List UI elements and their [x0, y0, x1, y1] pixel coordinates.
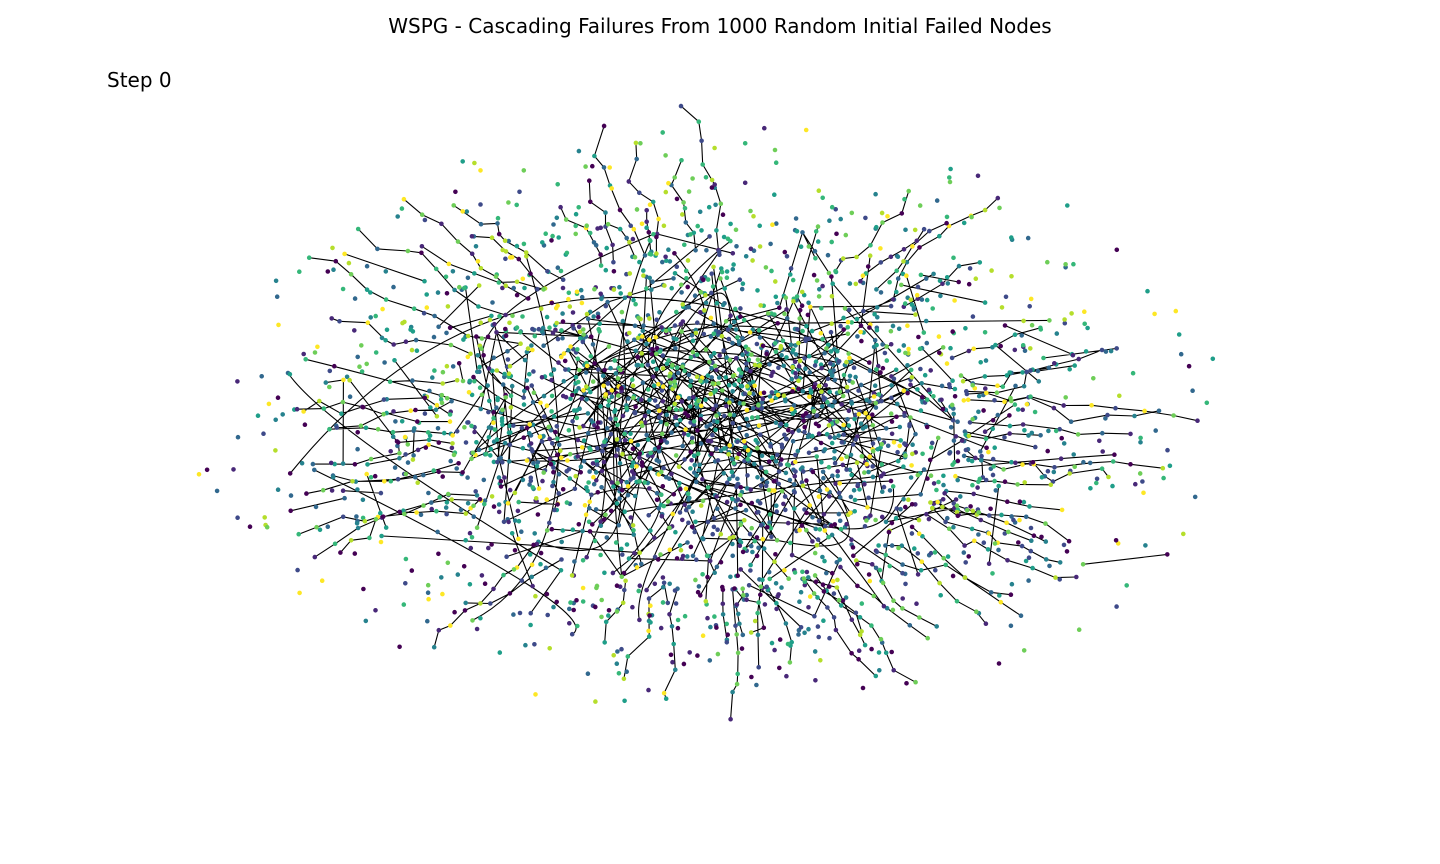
graph-nodes: [255, 153, 1216, 704]
graph-nodes: [214, 156, 1198, 688]
figure-title: WSPG - Cascading Failures From 1000 Rand…: [388, 14, 1052, 38]
graph-nodes: [296, 119, 1210, 677]
step-label: Step 0: [107, 68, 172, 92]
node-layer: [196, 103, 1216, 722]
